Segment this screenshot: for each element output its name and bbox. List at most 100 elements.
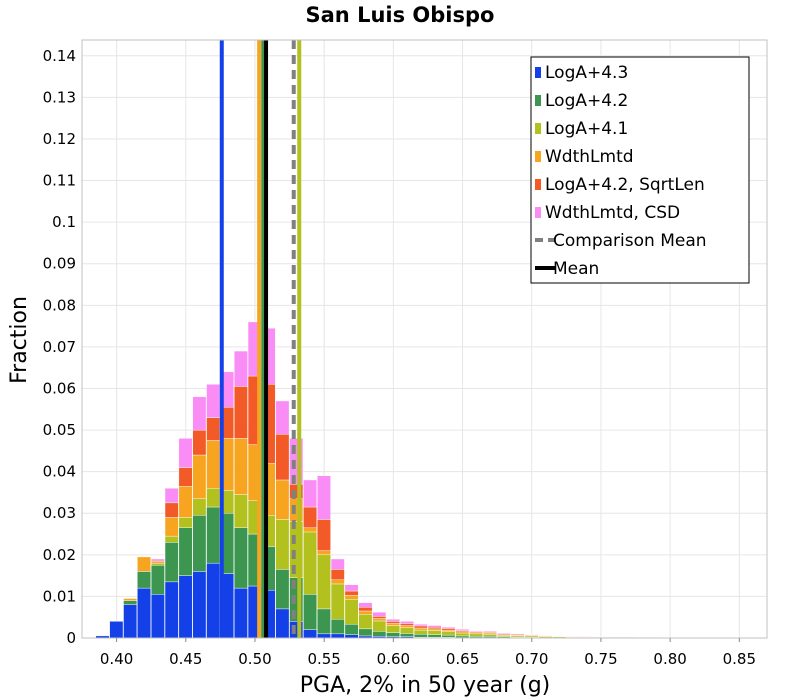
legend-label: LogA+4.2 (545, 91, 628, 111)
bar-segment (303, 506, 317, 528)
bar-segment (275, 400, 290, 435)
bar-segment (303, 479, 317, 508)
bar-segment (137, 587, 151, 639)
bar-segment (441, 626, 456, 629)
bar-segment (372, 620, 387, 632)
bar-segment (427, 625, 442, 628)
bar-segment (206, 417, 221, 441)
x-tick-label: 0.50 (238, 650, 271, 668)
bar-segment (344, 599, 359, 625)
legend-label: WdthLmtd (545, 147, 634, 167)
bar-segment (358, 628, 373, 637)
bar-segment (372, 618, 387, 622)
y-tick-label: 0.09 (43, 255, 76, 273)
legend-label: Mean (553, 259, 599, 279)
bar-segment (483, 631, 497, 633)
bar-segment (469, 633, 484, 637)
legend-box (530, 56, 750, 284)
bar-segment (206, 384, 221, 418)
bar-segment (164, 581, 179, 639)
bar-segment (317, 633, 331, 639)
bar-segment (234, 350, 248, 387)
bar-segment (150, 560, 165, 564)
bar-segment (330, 633, 345, 639)
bar-segment (441, 629, 456, 632)
bar-segment (427, 634, 442, 638)
bar-segment (441, 634, 456, 638)
bar-segment (400, 625, 414, 628)
bar-segment (178, 486, 193, 518)
bar-segment (192, 498, 207, 516)
legend: LogA+4.3 LogA+4.2 LogA+4.1 WdthLmtd LogA+4.2… (530, 56, 750, 284)
bar-segment (496, 632, 511, 635)
bar-segment (164, 488, 179, 504)
legend-swatch (535, 67, 541, 78)
bar-segment (483, 634, 497, 637)
bar-segment (358, 614, 373, 630)
bar-segment (413, 634, 428, 638)
x-tick-label: 0.55 (307, 650, 340, 668)
legend-swatch (535, 123, 541, 134)
bar-segment (386, 621, 400, 624)
bar-segment (386, 625, 400, 633)
y-tick-label: 0 (66, 629, 76, 647)
x-tick-label: 0.40 (100, 650, 133, 668)
bar-segment (275, 569, 290, 610)
bar-segment (178, 575, 193, 639)
bar-segment (400, 627, 414, 634)
bar-segment (455, 632, 470, 637)
bar-segment (303, 527, 317, 533)
bar-segment (234, 527, 248, 589)
x-tick-label: 0.70 (515, 650, 548, 668)
x-tick-label: 0.85 (723, 650, 756, 668)
y-axis-label: Fraction (7, 296, 32, 384)
y-tick-label: 0.05 (43, 421, 76, 439)
bar-segment (330, 558, 345, 570)
mean-lines (219, 40, 302, 638)
bar-segment (150, 558, 165, 562)
bar-segment (427, 628, 442, 631)
bar-segment (400, 633, 414, 637)
bar-segment (330, 583, 345, 620)
bar-segment (317, 608, 331, 635)
bar-segment (206, 562, 221, 639)
bar-segment (234, 587, 248, 639)
bar-segment (330, 569, 345, 580)
bar-segment (192, 571, 207, 639)
bar-segment (455, 629, 470, 631)
bar-segment (123, 604, 138, 639)
x-tick-label: 0.75 (584, 650, 617, 668)
x-tick-label: 0.45 (169, 650, 202, 668)
bar-segment (330, 579, 345, 585)
bar-segment (192, 454, 207, 499)
y-tick-label: 0.14 (43, 47, 76, 65)
bar-segment (192, 515, 207, 572)
bar-segment (234, 494, 248, 528)
bar-segment (386, 623, 400, 626)
bar-segment (413, 627, 428, 631)
bar-segment (137, 556, 151, 572)
legend-label: WdthLmtd, CSD (545, 203, 680, 223)
bar-segment (164, 542, 179, 583)
bar-segment (234, 438, 248, 495)
bar-segment (234, 386, 248, 439)
y-tick-label: 0.07 (43, 338, 76, 356)
y-tick-label: 0.08 (43, 296, 76, 314)
bar-segment (123, 600, 138, 605)
bar-segment (206, 506, 221, 564)
bar-segment (372, 616, 387, 619)
bar-segment (206, 488, 221, 508)
bar-segment (164, 517, 179, 537)
bar-segment (372, 631, 387, 637)
bar-segment (275, 519, 290, 570)
bar-segment (344, 594, 359, 600)
bar-segment (317, 519, 331, 551)
legend-label: LogA+4.3 (545, 63, 628, 83)
y-tick-label: 0.06 (43, 379, 76, 397)
bar-segment (275, 608, 290, 639)
bar-segment (303, 531, 317, 595)
bar-segment (164, 535, 179, 543)
bar-segment (150, 565, 165, 595)
y-tick-label: 0.12 (43, 130, 76, 148)
bar-segment (317, 550, 331, 556)
